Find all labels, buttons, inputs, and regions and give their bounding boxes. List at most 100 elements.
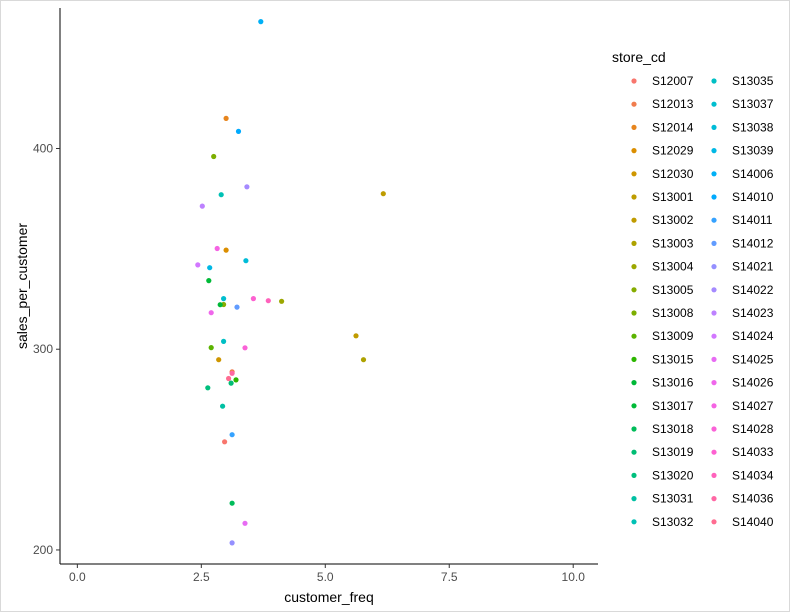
legend-label: S13001 [652, 190, 694, 204]
legend-item-S14011: S14011 [711, 213, 773, 227]
legend-key-S14010 [711, 194, 717, 200]
legend-item-S14036: S14036 [711, 492, 774, 506]
legend-item-S12029: S12029 [631, 144, 694, 158]
legend-label: S14028 [732, 422, 774, 436]
legend-item-S14023: S14023 [711, 306, 774, 320]
data-point-S14011 [229, 432, 235, 438]
axes: 0.0 2.5 5.0 7.5 10.0 200 300 400 [33, 8, 598, 584]
legend-item-S13015: S13015 [631, 352, 694, 366]
x-axis-title: customer_freq [284, 589, 373, 605]
legend-key-S14034 [711, 472, 717, 478]
legend-label: S13002 [652, 213, 694, 227]
data-point-S13018 [229, 500, 235, 506]
data-point-S13038 [243, 258, 249, 264]
legend-label: S14011 [732, 213, 773, 227]
data-point-S13035 [221, 338, 227, 344]
data-point-S13003 [360, 357, 367, 363]
x-tick-label: 2.5 [193, 570, 210, 584]
legend-item-S14021: S14021 [711, 260, 774, 274]
legend-item-S14025: S14025 [711, 352, 774, 366]
legend-label: S13019 [652, 445, 694, 459]
legend-item-S13032: S13032 [631, 515, 694, 529]
legend-label: S13008 [652, 306, 694, 320]
data-point-S13015 [233, 377, 239, 383]
legend-item-S14012: S14012 [711, 236, 774, 250]
legend-label: S13016 [652, 376, 694, 390]
legend-item-S13035: S13035 [711, 74, 774, 88]
data-point-S12029 [223, 247, 229, 253]
data-point-S14034 [265, 298, 271, 304]
data-point-S13032 [218, 192, 224, 198]
data-point-S13031 [220, 403, 226, 409]
legend-label: S14006 [732, 167, 774, 181]
legend-item-S14006: S14006 [711, 167, 774, 181]
legend-item-S14010: S14010 [711, 190, 774, 204]
legend-item-S13031: S13031 [631, 492, 694, 506]
data-point-S12007 [222, 439, 228, 445]
legend-key-S14022 [711, 287, 717, 293]
legend-label: S13031 [652, 492, 694, 506]
legend-key-S13003 [631, 240, 637, 246]
data-point-S13020 [205, 385, 211, 391]
legend-item-S12030: S12030 [631, 167, 694, 181]
legend-key-S13018 [631, 426, 637, 432]
legend-key-S14021 [711, 264, 717, 270]
legend-item-S14022: S14022 [711, 283, 774, 297]
legend-key-S12007 [631, 78, 637, 84]
legend-label: S14036 [732, 492, 774, 506]
y-tick-label: 300 [33, 342, 53, 356]
legend-key-S14006 [711, 171, 717, 177]
legend-item-S13009: S13009 [631, 329, 694, 343]
legend-key-S14033 [711, 449, 717, 455]
legend-label: S13037 [732, 97, 774, 111]
legend: S12007 S12013 S12014 S12029 S12030 S13001 S130… [631, 74, 774, 529]
data-point-S14036 [229, 370, 235, 376]
legend-item-S14026: S14026 [711, 376, 774, 390]
legend-key-S13039 [711, 148, 717, 154]
legend-item-S13020: S13020 [631, 468, 694, 482]
legend-label: S14024 [732, 329, 774, 343]
legend-item-S14024: S14024 [711, 329, 774, 343]
legend-label: S13039 [732, 144, 774, 158]
legend-key-S14027 [711, 403, 717, 409]
data-point-S14010 [235, 128, 242, 134]
y-tick-label: 200 [33, 543, 53, 557]
legend-label: S13032 [652, 515, 694, 529]
y-axis-title: sales_per_customer [14, 223, 30, 349]
legend-label: S13018 [652, 422, 694, 436]
legend-item-S13018: S13018 [631, 422, 694, 436]
legend-label: S14023 [732, 306, 774, 320]
data-point-S14028 [242, 345, 248, 351]
legend-key-S13009 [631, 333, 637, 339]
legend-key-S13004 [631, 264, 637, 270]
data-point-S14022 [244, 184, 250, 190]
legend-key-S13005 [631, 287, 637, 293]
y-tick-label: 400 [33, 142, 53, 156]
legend-title: store_cd [612, 49, 666, 65]
data-point-S13009 [208, 345, 214, 351]
legend-label: S13035 [732, 74, 774, 88]
data-point-S12014 [223, 115, 229, 121]
legend-key-S13032 [631, 519, 637, 525]
data-point-S14006 [258, 19, 264, 25]
legend-label: S14034 [732, 468, 774, 482]
legend-label: S13004 [652, 260, 694, 274]
x-tick-label: 10.0 [562, 570, 586, 584]
legend-key-S13020 [631, 472, 637, 478]
legend-key-S13038 [711, 124, 717, 130]
x-tick-label: 0.0 [69, 570, 86, 584]
data-point-S13008 [211, 153, 217, 160]
legend-key-S13035 [711, 78, 717, 84]
legend-key-S14023 [711, 310, 717, 316]
legend-item-S13005: S13005 [631, 283, 694, 297]
data-point-S13039 [207, 265, 213, 271]
legend-item-S14034: S14034 [711, 468, 774, 482]
data-point-S13037 [221, 296, 227, 302]
legend-label: S14022 [732, 283, 774, 297]
legend-item-S14033: S14033 [711, 445, 774, 459]
legend-item-S13037: S13037 [711, 97, 774, 111]
legend-key-S13019 [631, 449, 637, 455]
legend-item-S13008: S13008 [631, 306, 694, 320]
